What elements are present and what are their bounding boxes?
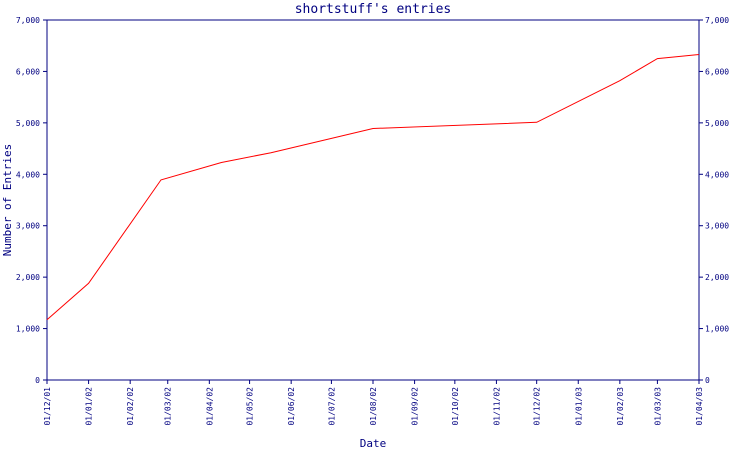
- y-tick-label-left: 4,000: [16, 170, 40, 179]
- x-tick-label: 01/12/01: [43, 387, 52, 426]
- x-tick-label: 01/08/02: [369, 387, 378, 426]
- y-tick-label-left: 5,000: [16, 119, 40, 128]
- y-tick-label-left: 2,000: [16, 273, 40, 282]
- y-tick-label-right: 1,000: [705, 325, 729, 334]
- y-tick-label-right: 4,000: [705, 170, 729, 179]
- y-tick-label-left: 7,000: [16, 16, 40, 25]
- x-tick-label: 01/05/02: [246, 387, 255, 426]
- x-tick-label: 01/01/03: [574, 387, 583, 426]
- x-tick-label: 01/01/02: [85, 387, 94, 426]
- x-tick-label: 01/10/02: [451, 387, 460, 426]
- x-tick-label: 01/09/02: [411, 387, 420, 426]
- y-tick-label-right: 6,000: [705, 67, 729, 76]
- y-tick-label-right: 5,000: [705, 119, 729, 128]
- y-tick-label-left: 1,000: [16, 325, 40, 334]
- x-tick-label: 01/03/02: [164, 387, 173, 426]
- x-tick-label: 01/02/03: [616, 387, 625, 426]
- y-tick-label-right: 0: [705, 376, 710, 385]
- y-tick-label-right: 7,000: [705, 16, 729, 25]
- x-tick-label: 01/04/03: [695, 387, 704, 426]
- y-tick-label-left: 6,000: [16, 67, 40, 76]
- x-tick-label: 01/02/02: [126, 387, 135, 426]
- y-axis-label: Number of Entries: [1, 144, 14, 257]
- chart-title: shortstuff's entries: [295, 2, 452, 17]
- x-tick-label: 01/06/02: [287, 387, 296, 426]
- y-tick-label-right: 2,000: [705, 273, 729, 282]
- x-tick-label: 01/11/02: [492, 387, 501, 426]
- plot-frame: [46, 19, 700, 381]
- y-tick-label-left: 0: [35, 376, 40, 385]
- y-tick-label-right: 3,000: [705, 222, 729, 231]
- y-tick-label-left: 3,000: [16, 222, 40, 231]
- x-tick-label: 01/12/02: [533, 387, 542, 426]
- series-line-0: [46, 54, 700, 321]
- x-tick-label: 01/07/02: [327, 387, 336, 426]
- x-axis-label: Date: [360, 437, 387, 450]
- x-tick-label: 01/03/03: [653, 387, 662, 426]
- x-tick-label: 01/04/02: [205, 387, 214, 426]
